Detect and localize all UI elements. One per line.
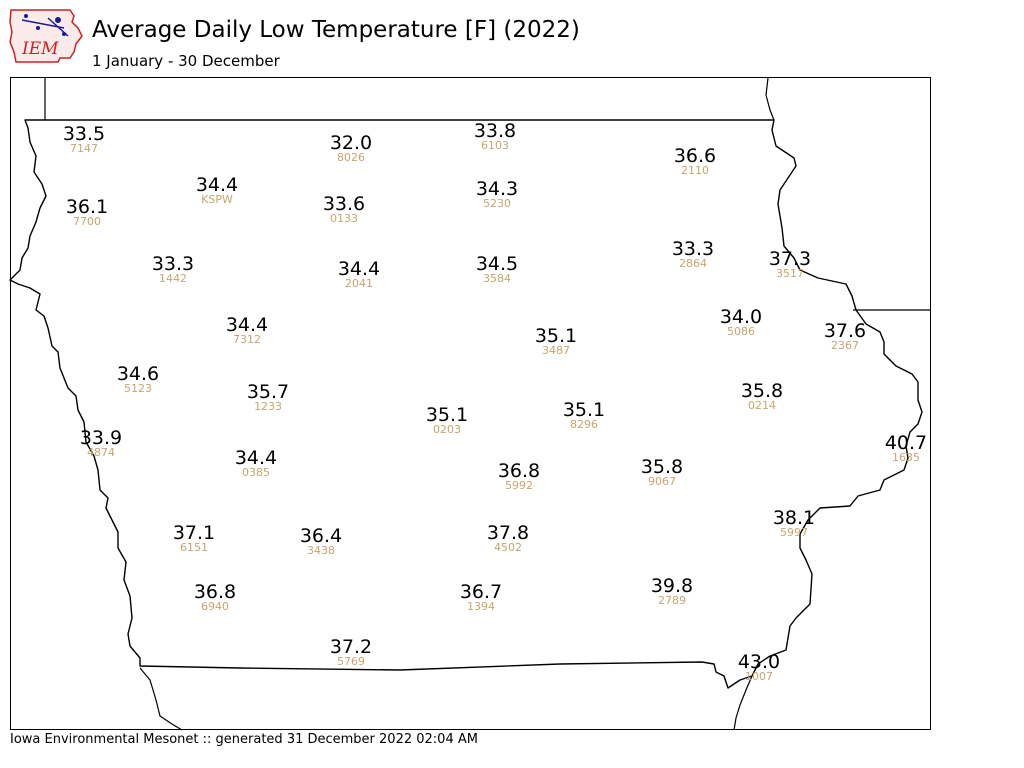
station-id: 5230 xyxy=(483,197,511,210)
station-id: 2041 xyxy=(345,277,373,290)
station-id: 7700 xyxy=(73,215,101,228)
station-id: 6940 xyxy=(201,600,229,613)
station-value: 34.3 xyxy=(476,178,518,200)
station-id: 0203 xyxy=(433,423,461,436)
station-id: 0133 xyxy=(330,212,358,225)
station-id: 9067 xyxy=(648,475,676,488)
station-value: 34.6 xyxy=(117,363,159,385)
map-subtitle: 1 January - 30 December xyxy=(92,52,280,70)
station-value: 34.4 xyxy=(235,447,277,469)
station-value: 36.4 xyxy=(300,525,342,547)
mississippi-south xyxy=(733,675,753,731)
station-value: 34.4 xyxy=(226,314,268,336)
station-id: 2367 xyxy=(831,339,859,352)
station-id: 2110 xyxy=(681,164,709,177)
station-id: 1442 xyxy=(159,272,187,285)
station-id: 0214 xyxy=(748,399,776,412)
mississippi-north xyxy=(765,77,775,121)
station-id: 5992 xyxy=(505,479,533,492)
station-id: 1007 xyxy=(745,670,773,683)
station-id: 1233 xyxy=(254,400,282,413)
station-value: 37.1 xyxy=(173,522,215,544)
station-value: 43.0 xyxy=(738,651,780,673)
station-id: 2789 xyxy=(658,594,686,607)
station-value: 38.1 xyxy=(773,507,815,529)
station-id: 5123 xyxy=(124,382,152,395)
station-value: 34.4 xyxy=(338,258,380,280)
station-value: 33.3 xyxy=(672,238,714,260)
station-id: 6103 xyxy=(481,139,509,152)
iowa-state-outline xyxy=(9,119,923,689)
station-value: 35.1 xyxy=(563,399,605,421)
station-id: 6151 xyxy=(180,541,208,554)
station-value: 34.0 xyxy=(720,306,762,328)
station-value: 37.2 xyxy=(330,636,372,658)
station-id: 1394 xyxy=(467,600,495,613)
iowa-outline-logo-shape xyxy=(9,9,83,63)
station-value: 36.7 xyxy=(460,581,502,603)
logo-text: IEM xyxy=(21,39,59,59)
station-id: 2864 xyxy=(679,257,707,270)
station-id: 3584 xyxy=(483,272,511,285)
station-id: KSPW xyxy=(201,193,233,206)
station-id: 7147 xyxy=(70,142,98,155)
station-value: 37.3 xyxy=(769,248,811,270)
station-id: 4502 xyxy=(494,541,522,554)
station-id: 8026 xyxy=(337,151,365,164)
station-id: 5997 xyxy=(780,526,808,539)
station-id: 5086 xyxy=(727,325,755,338)
station-value: 34.5 xyxy=(476,253,518,275)
station-id: 4874 xyxy=(87,446,115,459)
station-value: 40.7 xyxy=(885,432,927,454)
station-value: 37.8 xyxy=(487,522,529,544)
station-id: 3438 xyxy=(307,544,335,557)
station-id: 1635 xyxy=(892,451,920,464)
station-value: 36.6 xyxy=(674,145,716,167)
station-value: 36.8 xyxy=(194,581,236,603)
station-value: 36.8 xyxy=(498,460,540,482)
footer-credit: Iowa Environmental Mesonet :: generated … xyxy=(10,732,478,747)
station-id: 0385 xyxy=(242,466,270,479)
station-value: 32.0 xyxy=(330,132,372,154)
station-id: 8296 xyxy=(570,418,598,431)
station-value: 39.8 xyxy=(651,575,693,597)
station-id: 3517 xyxy=(776,267,804,280)
station-value: 36.1 xyxy=(66,196,108,218)
mo-ne-border xyxy=(139,667,183,731)
station-value: 35.8 xyxy=(741,380,783,402)
station-id: 5769 xyxy=(337,655,365,668)
station-value: 37.6 xyxy=(824,320,866,342)
station-value: 33.9 xyxy=(80,427,122,449)
station-id: 3487 xyxy=(542,344,570,357)
station-value: 35.1 xyxy=(535,325,577,347)
map-frame xyxy=(10,77,931,730)
station-value: 35.8 xyxy=(641,456,683,478)
iem-logo: IEM xyxy=(9,9,83,63)
station-value: 33.8 xyxy=(474,120,516,142)
station-value: 34.4 xyxy=(196,174,238,196)
station-id: 7312 xyxy=(233,333,261,346)
station-value: 35.1 xyxy=(426,404,468,426)
station-value: 33.5 xyxy=(63,123,105,145)
station-value: 33.3 xyxy=(152,253,194,275)
station-value: 33.6 xyxy=(323,193,365,215)
map-title: Average Daily Low Temperature [F] (2022) xyxy=(92,17,580,43)
station-value: 35.7 xyxy=(247,381,289,403)
